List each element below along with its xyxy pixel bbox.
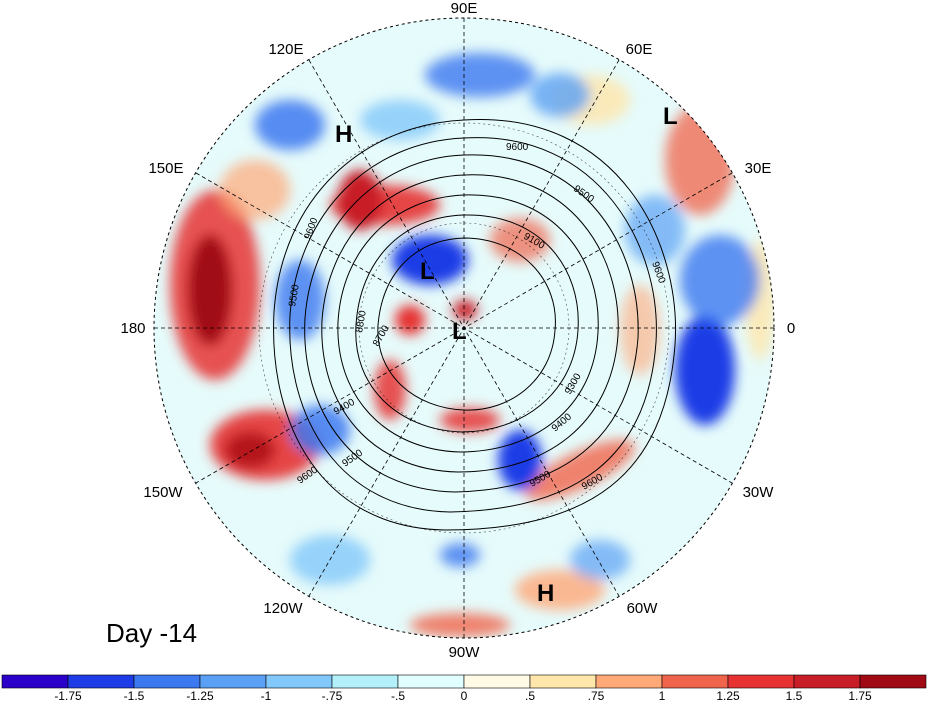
colorbar-swatch — [133, 674, 201, 689]
colorbar-swatch — [1, 674, 69, 689]
height-contours — [273, 119, 677, 531]
colorbar-swatch — [331, 674, 399, 689]
colorbar: -1.75 -1.5 -1.25 -1 -.75 -.5 0 .5 .75 1 1.25 1.5 1.7… — [1, 674, 927, 702]
panel-label: Day -14 — [106, 618, 198, 648]
contour-label: 8800 — [354, 309, 369, 333]
colorbar-swatch — [859, 674, 927, 689]
colorbar-swatch — [793, 674, 861, 689]
colorbar-swatch — [397, 674, 465, 689]
lon-label-60e: 60E — [626, 41, 653, 58]
graticule — [153, 17, 775, 639]
colorbar-swatch — [67, 674, 135, 689]
lon-label-0: 0 — [787, 320, 795, 337]
colorbar-swatch — [199, 674, 267, 689]
lon-label-180: 180 — [120, 320, 145, 337]
colorbar-tick-label: 1.25 — [716, 689, 740, 702]
colorbar-swatch — [265, 674, 333, 689]
lon-label-120e: 120E — [268, 41, 303, 58]
lon-label-150e: 150E — [148, 160, 183, 177]
colorbar-tick-label: 0 — [461, 689, 468, 702]
colorbar-tick-label: -.75 — [322, 689, 343, 702]
anomaly-field — [154, 18, 774, 638]
lon-label-90e: 90E — [451, 0, 478, 17]
colorbar-swatch — [727, 674, 795, 689]
colorbar-tick-label: 1 — [659, 689, 666, 702]
colorbar-tick-label: 1.75 — [848, 689, 872, 702]
lon-label-30e: 30E — [745, 160, 772, 177]
colorbar-tick-label: -.5 — [391, 689, 405, 702]
lon-label-60w: 60W — [627, 600, 659, 617]
colorbar-tick-label: .5 — [525, 689, 535, 702]
colorbar-swatch — [661, 674, 729, 689]
lon-label-120w: 120W — [263, 600, 303, 617]
colorbar-swatch — [595, 674, 663, 689]
lon-label-30w: 30W — [743, 484, 775, 501]
colorbar-tick-label: -1.75 — [54, 689, 82, 702]
contour-label: 9500 — [287, 283, 302, 307]
colorbar-tick-label: -1 — [261, 689, 272, 702]
colorbar-tick-label: -1.5 — [124, 689, 145, 702]
lon-label-90w: 90W — [449, 644, 481, 661]
colorbar-tick-label: .75 — [588, 689, 605, 702]
colorbar-tick-label: -1.25 — [186, 689, 214, 702]
low-center-mideast: L — [663, 103, 678, 130]
low-center-pole: L — [452, 318, 467, 345]
lon-label-150w: 150W — [143, 484, 183, 501]
colorbar-swatch — [529, 674, 597, 689]
contour-label: 9600 — [506, 142, 529, 153]
low-center-arctic: L — [420, 258, 435, 285]
high-center-samerica: H — [537, 580, 554, 607]
colorbar-swatch — [463, 674, 531, 689]
colorbar-tick-label: 1.5 — [786, 689, 803, 702]
high-center-asia: H — [335, 121, 352, 148]
